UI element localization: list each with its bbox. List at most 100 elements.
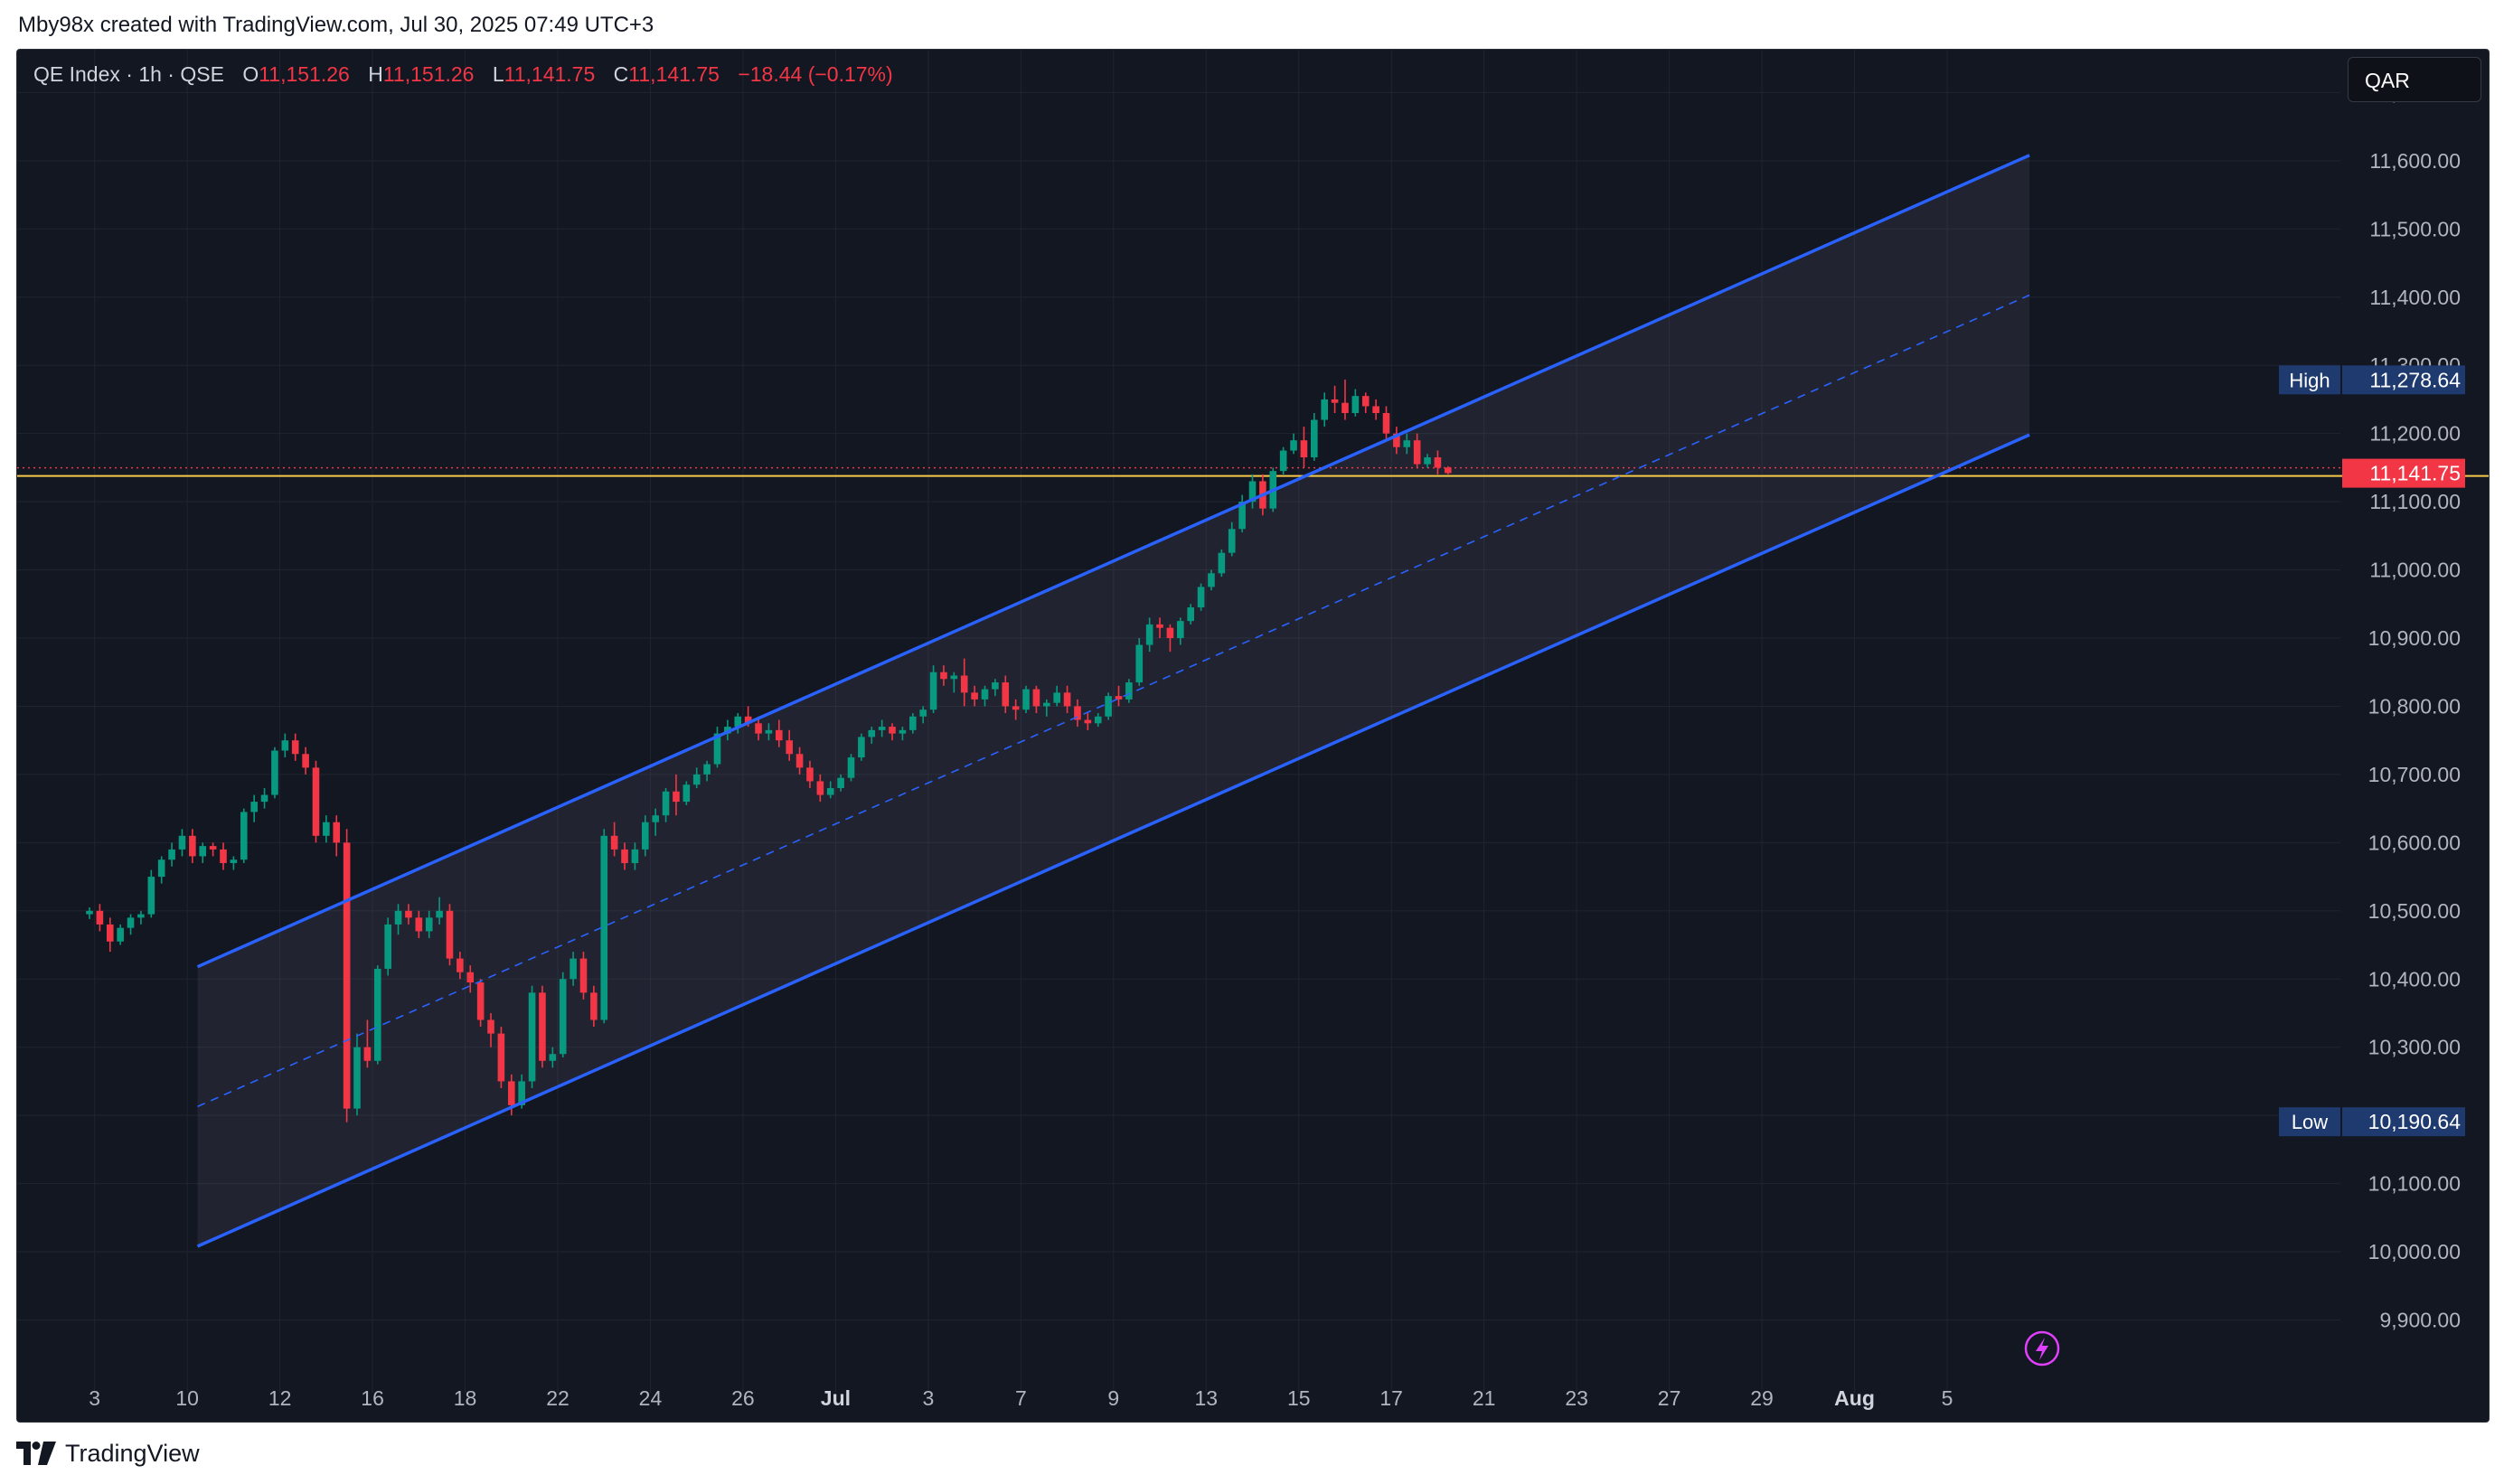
candle-body: [127, 917, 135, 928]
candle-body: [1197, 587, 1205, 608]
candle-body: [1424, 457, 1431, 465]
price-tick-label: 10,500.00: [2368, 899, 2461, 923]
candle-body: [960, 675, 968, 693]
price-tick-label: 10,600.00: [2368, 831, 2461, 854]
candle-body: [734, 716, 742, 728]
candle-body: [1043, 702, 1050, 707]
time-tick-label: 27: [1658, 1386, 1681, 1410]
candle-body: [847, 757, 855, 778]
low-label: L: [492, 62, 504, 86]
candle-body: [919, 709, 927, 717]
price-chart[interactable]: 9,900.0010,000.0010,100.0010,200.0010,30…: [17, 50, 2489, 1422]
candle-body: [178, 835, 186, 850]
candle-body: [457, 958, 464, 972]
price-tick-label: 11,000.00: [2369, 559, 2461, 582]
time-axis: 3 10 12 16 18 22 24 26 Jul 3 7 9 13 15 17 21 23 27 29 Aug 5: [89, 1386, 1953, 1410]
high-value: 11,151.26: [382, 62, 475, 86]
high-price-tag: High 11,278.64: [2279, 365, 2465, 395]
price-tick-label: 11,400.00: [2369, 286, 2461, 309]
candle-body: [1218, 552, 1226, 574]
candle-body: [291, 740, 299, 755]
candle-body: [1445, 467, 1452, 474]
candle-body: [837, 777, 844, 788]
candle-body: [1351, 396, 1360, 414]
last-price-tag-value-box: [2342, 458, 2465, 488]
candle-body: [600, 835, 608, 1020]
low-price-tag-label: Low: [2292, 1111, 2328, 1133]
candle-body: [1022, 689, 1030, 710]
candle-body: [1074, 706, 1081, 720]
candle-body: [1063, 692, 1071, 707]
lightning-icon[interactable]: [2024, 1330, 2060, 1367]
time-tick-label: 22: [546, 1386, 570, 1410]
candle-body: [1341, 402, 1349, 414]
candle-body: [106, 924, 114, 942]
chart-panel[interactable]: 9,900.0010,000.0010,100.0010,200.0010,30…: [16, 49, 2490, 1423]
candle-body: [755, 723, 762, 734]
candle-body: [1321, 399, 1328, 420]
candle-body: [570, 958, 577, 980]
candle-body: [703, 764, 711, 775]
candle-body: [579, 958, 588, 993]
candle-body: [323, 822, 330, 836]
candle-body: [899, 729, 907, 734]
high-price-tag-value-box: [2342, 365, 2465, 395]
time-tick-label: 17: [1379, 1386, 1403, 1410]
low-value: 11,141.75: [504, 62, 596, 86]
candle-body: [786, 740, 793, 755]
candle-body: [1105, 696, 1112, 717]
candle-body: [795, 754, 804, 768]
candles: [86, 380, 1452, 1122]
candle-body: [682, 784, 691, 803]
low-price-tag-value-box: [2342, 1107, 2465, 1137]
close-value: 11,141.75: [628, 62, 720, 86]
candle-body: [1177, 621, 1184, 638]
tradingview-logo[interactable]: TradingView: [16, 1437, 200, 1470]
candle-body: [168, 849, 175, 860]
chart-caption: Mby98x created with TradingView.com, Jul…: [18, 13, 654, 37]
candle-body: [621, 849, 628, 863]
candle-body: [271, 750, 278, 795]
candle-body: [1012, 706, 1020, 710]
time-tick-label: 3: [89, 1386, 100, 1410]
candle-body: [353, 1047, 361, 1109]
time-tick-label: 10: [175, 1386, 199, 1410]
candle-body: [929, 672, 937, 710]
candle-body: [1403, 440, 1411, 447]
time-tick-label: 5: [1942, 1386, 1953, 1410]
time-tick-label: 23: [1565, 1386, 1588, 1410]
low-price-tag-value: 10,190.64: [2368, 1110, 2462, 1133]
candle-body: [1084, 719, 1092, 724]
candle-body: [1311, 419, 1318, 458]
candle-body: [302, 754, 309, 768]
candle-body: [507, 1081, 515, 1105]
time-tick-label: 24: [639, 1386, 663, 1410]
candle-body: [631, 849, 639, 863]
candle-body: [117, 927, 124, 942]
time-tick-label: 21: [1473, 1386, 1496, 1410]
candle-body: [1300, 440, 1308, 458]
candle-body: [765, 729, 773, 734]
candle-body: [1208, 573, 1215, 587]
last-price-tag-value: 11,141.75: [2369, 462, 2461, 485]
candle-body: [692, 774, 701, 785]
candle-body: [250, 802, 258, 812]
candle-body: [950, 675, 958, 680]
candle-body: [724, 727, 731, 734]
candle-body: [1331, 399, 1339, 403]
candle-body: [1361, 396, 1370, 407]
candle-body: [157, 859, 165, 878]
candle-body: [1115, 696, 1123, 700]
candle-body: [312, 767, 320, 836]
tradingview-logo-icon: [16, 1442, 56, 1465]
candle-body: [373, 968, 381, 1061]
price-tick-label: 11,100.00: [2369, 490, 2461, 513]
candle-body: [992, 682, 999, 690]
candle-body: [1145, 624, 1153, 645]
time-tick-label: 16: [361, 1386, 384, 1410]
channel-upper-line: [196, 154, 2030, 969]
high-label: H: [368, 62, 383, 86]
currency-button[interactable]: QAR: [2348, 57, 2481, 102]
candle-body: [744, 716, 752, 724]
time-tick-label: 7: [1015, 1386, 1027, 1410]
